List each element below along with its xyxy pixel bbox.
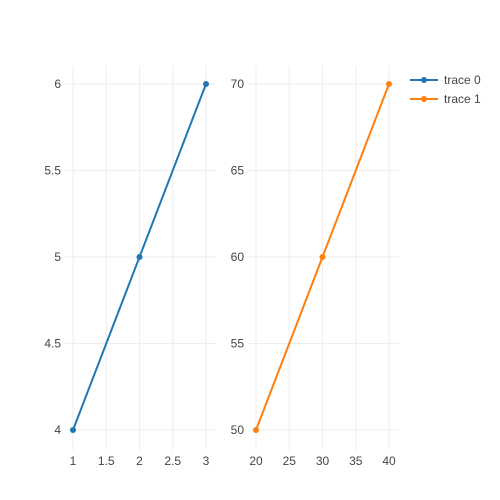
x-tick-label: 40 <box>382 454 396 468</box>
y-tick-label: 70 <box>231 77 245 91</box>
x-tick-label: 1.5 <box>98 454 115 468</box>
x-tick-label: 25 <box>283 454 297 468</box>
data-point[interactable] <box>70 427 76 433</box>
y-tick-label: 50 <box>231 423 245 437</box>
legend[interactable]: trace 0 trace 1 <box>410 73 481 106</box>
y-tick-label: 6 <box>54 77 61 91</box>
data-point[interactable] <box>136 254 143 260</box>
data-point[interactable] <box>253 427 259 433</box>
legend-item-trace-1[interactable]: trace 1 <box>410 92 481 106</box>
data-point[interactable] <box>386 81 392 87</box>
y-tick-label: 60 <box>231 250 245 264</box>
y-tick-label: 55 <box>231 337 245 351</box>
axes-layer: 1 1.5 2 2.5 3 4 4.5 5 5.5 6 20 25 30 35 40 50 55 60 65 70 <box>44 77 396 468</box>
y-tick-label: 5.5 <box>44 164 61 178</box>
legend-item-trace-0[interactable]: trace 0 <box>410 73 481 87</box>
x-tick-label: 35 <box>349 454 363 468</box>
data-point[interactable] <box>319 254 326 260</box>
legend-label: trace 0 <box>444 73 481 87</box>
y-tick-label: 4 <box>54 423 61 437</box>
x-tick-label: 2 <box>136 454 143 468</box>
x-tick-label: 1 <box>70 454 77 468</box>
legend-label: trace 1 <box>444 92 481 106</box>
data-point[interactable] <box>203 81 209 87</box>
x-tick-label: 20 <box>249 454 263 468</box>
x-tick-label: 30 <box>316 454 330 468</box>
y-tick-label: 65 <box>231 164 245 178</box>
x-tick-label: 2.5 <box>164 454 181 468</box>
y-tick-label: 4.5 <box>44 337 61 351</box>
series-layer <box>70 81 392 433</box>
legend-marker-swatch <box>421 96 427 102</box>
x-tick-label: 3 <box>203 454 210 468</box>
legend-marker-swatch <box>421 77 427 83</box>
y-tick-label: 5 <box>54 250 61 264</box>
